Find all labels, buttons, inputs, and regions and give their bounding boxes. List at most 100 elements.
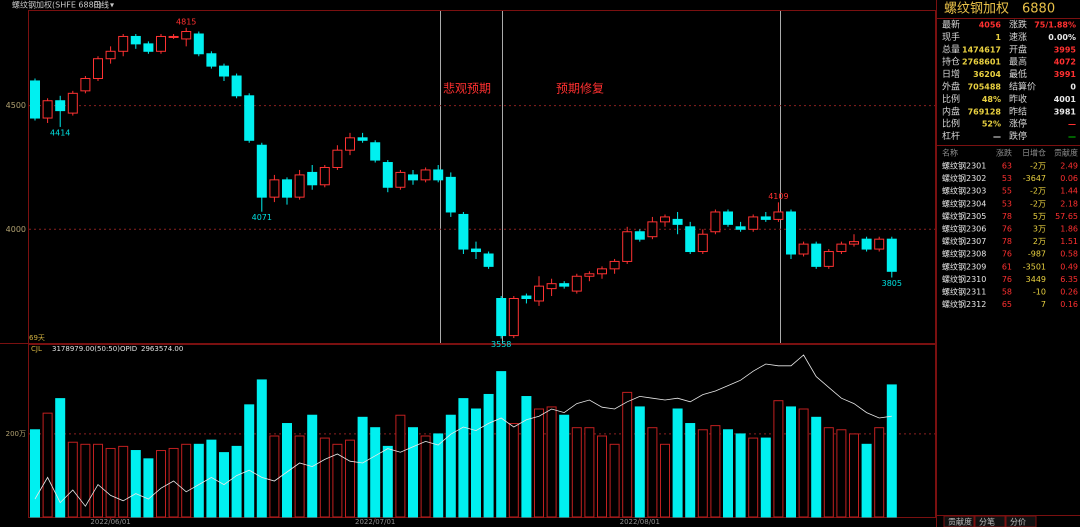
candle-body [294, 174, 305, 198]
contract-cell: 1.51 [1060, 237, 1078, 246]
quote-label: 比例 [942, 93, 960, 105]
contract-cell: 0.06 [1060, 174, 1078, 183]
volume-bar [55, 398, 66, 518]
quote-value: 705488 [968, 83, 1002, 92]
volume-bar [559, 414, 570, 518]
contract-header: 日增仓 [1022, 148, 1046, 158]
volume-bar [181, 443, 192, 518]
volume-bar [508, 423, 519, 518]
volume-bar [521, 396, 532, 518]
tab-label[interactable]: 分笔 [979, 517, 995, 527]
x-tick-label: 2022/08/01 [620, 518, 660, 526]
volume-bar [723, 429, 733, 518]
candle-body [811, 243, 822, 267]
volume-bar [836, 429, 847, 518]
quote-value: — [1068, 132, 1076, 141]
quote-label: 涨停 [1009, 118, 1027, 130]
price-label: 4414 [50, 128, 70, 137]
annotation: 悲观预期 [443, 81, 491, 96]
quote-value: 0 [1070, 83, 1076, 92]
candle-body [118, 35, 129, 52]
quote-label: 开盘 [1009, 43, 1027, 55]
contract-cell: -987 [1028, 250, 1046, 259]
volume-bar [798, 408, 809, 518]
volume-bar [634, 406, 645, 518]
price-label: 4109 [768, 192, 788, 201]
candle-body [672, 218, 683, 225]
contract-header: 名称 [942, 148, 958, 158]
quote-value: 75/1.88% [1034, 21, 1076, 30]
contract-cell: 螺纹钢2307 [942, 236, 986, 246]
candle-body [685, 226, 696, 253]
volume-bar [67, 441, 78, 518]
volume-bar [660, 443, 670, 518]
volume-bar [748, 437, 759, 518]
volume-bar [697, 429, 708, 518]
contract-cell: 2.49 [1060, 162, 1078, 171]
tab[interactable] [1005, 515, 1037, 527]
tab-label[interactable]: 贡献度 [948, 517, 972, 527]
tab[interactable] [974, 515, 1006, 527]
candle-body [458, 213, 469, 250]
volume-bar [496, 371, 507, 518]
candle-body [660, 216, 670, 223]
quote-label: 日增 [942, 68, 960, 80]
volume-bar [546, 406, 557, 518]
tab[interactable] [943, 515, 975, 527]
volume-bar [647, 427, 658, 518]
volume-bar [206, 439, 217, 518]
contract-cell: 76 [1002, 250, 1012, 259]
volume-bar [168, 447, 179, 518]
candle-body [332, 149, 343, 168]
candle-body [193, 33, 204, 55]
candle-body [748, 216, 759, 230]
volume-bar [231, 445, 242, 518]
volume-bar [319, 437, 330, 518]
volume-bar [269, 435, 280, 518]
contract-cell: 58 [1002, 288, 1012, 297]
candle-body [735, 226, 746, 230]
candle-body [370, 142, 381, 161]
volume-header: 3178979.00(50:50) [52, 345, 120, 353]
candle-body [483, 253, 494, 267]
contract-header: 贡献度 [1054, 148, 1078, 158]
quote-label: 速涨 [1009, 32, 1027, 43]
period[interactable]: 日线 [93, 0, 109, 10]
candle-body [634, 231, 645, 240]
contract-cell: 61 [1002, 262, 1012, 271]
contract-cell: 1.44 [1060, 187, 1078, 196]
tab-label[interactable]: 分价 [1010, 518, 1026, 527]
contract-cell: -10 [1033, 288, 1046, 297]
volume-bar [609, 443, 620, 518]
candle-body [244, 95, 255, 141]
quote-label: 昨结 [1009, 105, 1027, 117]
candle-body [420, 169, 431, 181]
quote-value: 48% [982, 95, 1001, 104]
volume-bar [811, 416, 822, 518]
volume-bar [458, 398, 469, 518]
candle-body [836, 243, 847, 253]
contract-cell: 螺纹钢2311 [942, 287, 986, 297]
quote-value: — [993, 132, 1001, 141]
volume-bar [433, 433, 444, 518]
volume-bar [118, 445, 129, 518]
volume-bar [93, 443, 103, 518]
volume-bar [534, 408, 544, 518]
volume-bar [345, 439, 355, 518]
quote-label: 最新 [942, 19, 960, 31]
contract-cell: 0.16 [1060, 300, 1078, 309]
quote-value: 3995 [1054, 45, 1077, 54]
candle-body [508, 298, 519, 337]
contract-cell: 螺纹钢2304 [942, 198, 986, 208]
candle-body [130, 35, 141, 45]
contract-cell: 螺纹钢2309 [942, 261, 986, 271]
contract-cell: 5万 [1033, 212, 1046, 221]
quote-label: 比例 [942, 118, 960, 130]
candle-body [849, 241, 859, 245]
price-label: 4815 [176, 17, 196, 26]
period-arrow[interactable]: ▾ [110, 1, 114, 10]
candle-body [886, 238, 897, 272]
contract-cell: 2万 [1033, 237, 1046, 246]
contract-cell: 螺纹钢2303 [942, 186, 986, 196]
candle-body [42, 100, 53, 119]
